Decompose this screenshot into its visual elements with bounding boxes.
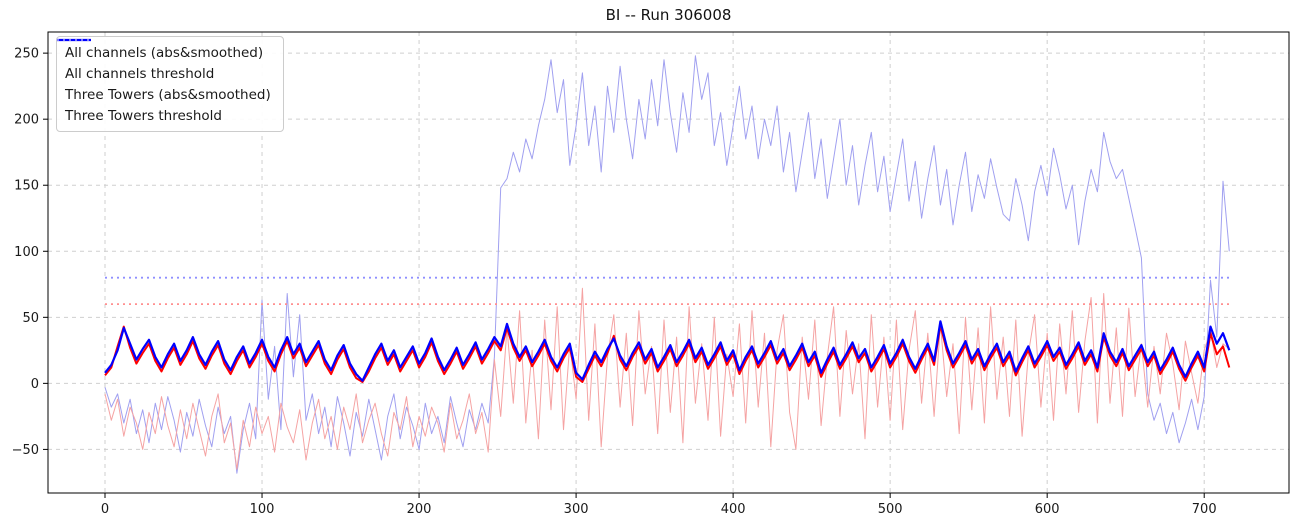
legend-label: Three Towers threshold bbox=[65, 107, 222, 124]
x-tick-label: 700 bbox=[1192, 502, 1217, 517]
chart-title: BI -- Run 306008 bbox=[605, 6, 732, 24]
legend-label: Three Towers (abs&smoothed) bbox=[65, 86, 271, 103]
legend-label: All channels (abs&smoothed) bbox=[65, 44, 264, 61]
x-tick-label: 200 bbox=[407, 502, 432, 517]
legend-item: All channels (abs&smoothed) bbox=[57, 39, 271, 61]
legend-line-sample bbox=[57, 39, 91, 41]
series-all-channels-abs-smoothed bbox=[104, 324, 1231, 383]
series-three-towers-raw bbox=[104, 55, 1230, 474]
x-tick-label: 600 bbox=[1035, 502, 1060, 517]
legend-item: All channels threshold bbox=[57, 39, 271, 82]
y-tick-label: 50 bbox=[22, 311, 39, 326]
y-tick-label: 250 bbox=[14, 47, 39, 62]
legend: All channels (abs&smoothed) All channels … bbox=[56, 36, 284, 132]
y-tick-label: 0 bbox=[31, 377, 39, 392]
legend-line-sample bbox=[57, 38, 91, 42]
series-all-channels-raw bbox=[104, 287, 1230, 470]
axes-frame bbox=[47, 31, 1290, 494]
y-tick-label: 200 bbox=[14, 113, 39, 128]
y-tick-label: −50 bbox=[12, 443, 39, 458]
y-tick-label: 150 bbox=[14, 179, 39, 194]
x-tick-label: 0 bbox=[101, 502, 109, 517]
series-three-towers-abs-smoothed bbox=[104, 320, 1231, 382]
legend-item: Three Towers threshold bbox=[57, 39, 271, 124]
legend-label: All channels threshold bbox=[65, 65, 215, 82]
legend-item: Three Towers (abs&smoothed) bbox=[57, 38, 271, 103]
y-tick-label: 100 bbox=[14, 245, 39, 260]
x-tick-label: 100 bbox=[250, 502, 275, 517]
x-tick-label: 400 bbox=[721, 502, 746, 517]
x-tick-label: 300 bbox=[564, 502, 589, 517]
x-tick-label: 500 bbox=[878, 502, 903, 517]
